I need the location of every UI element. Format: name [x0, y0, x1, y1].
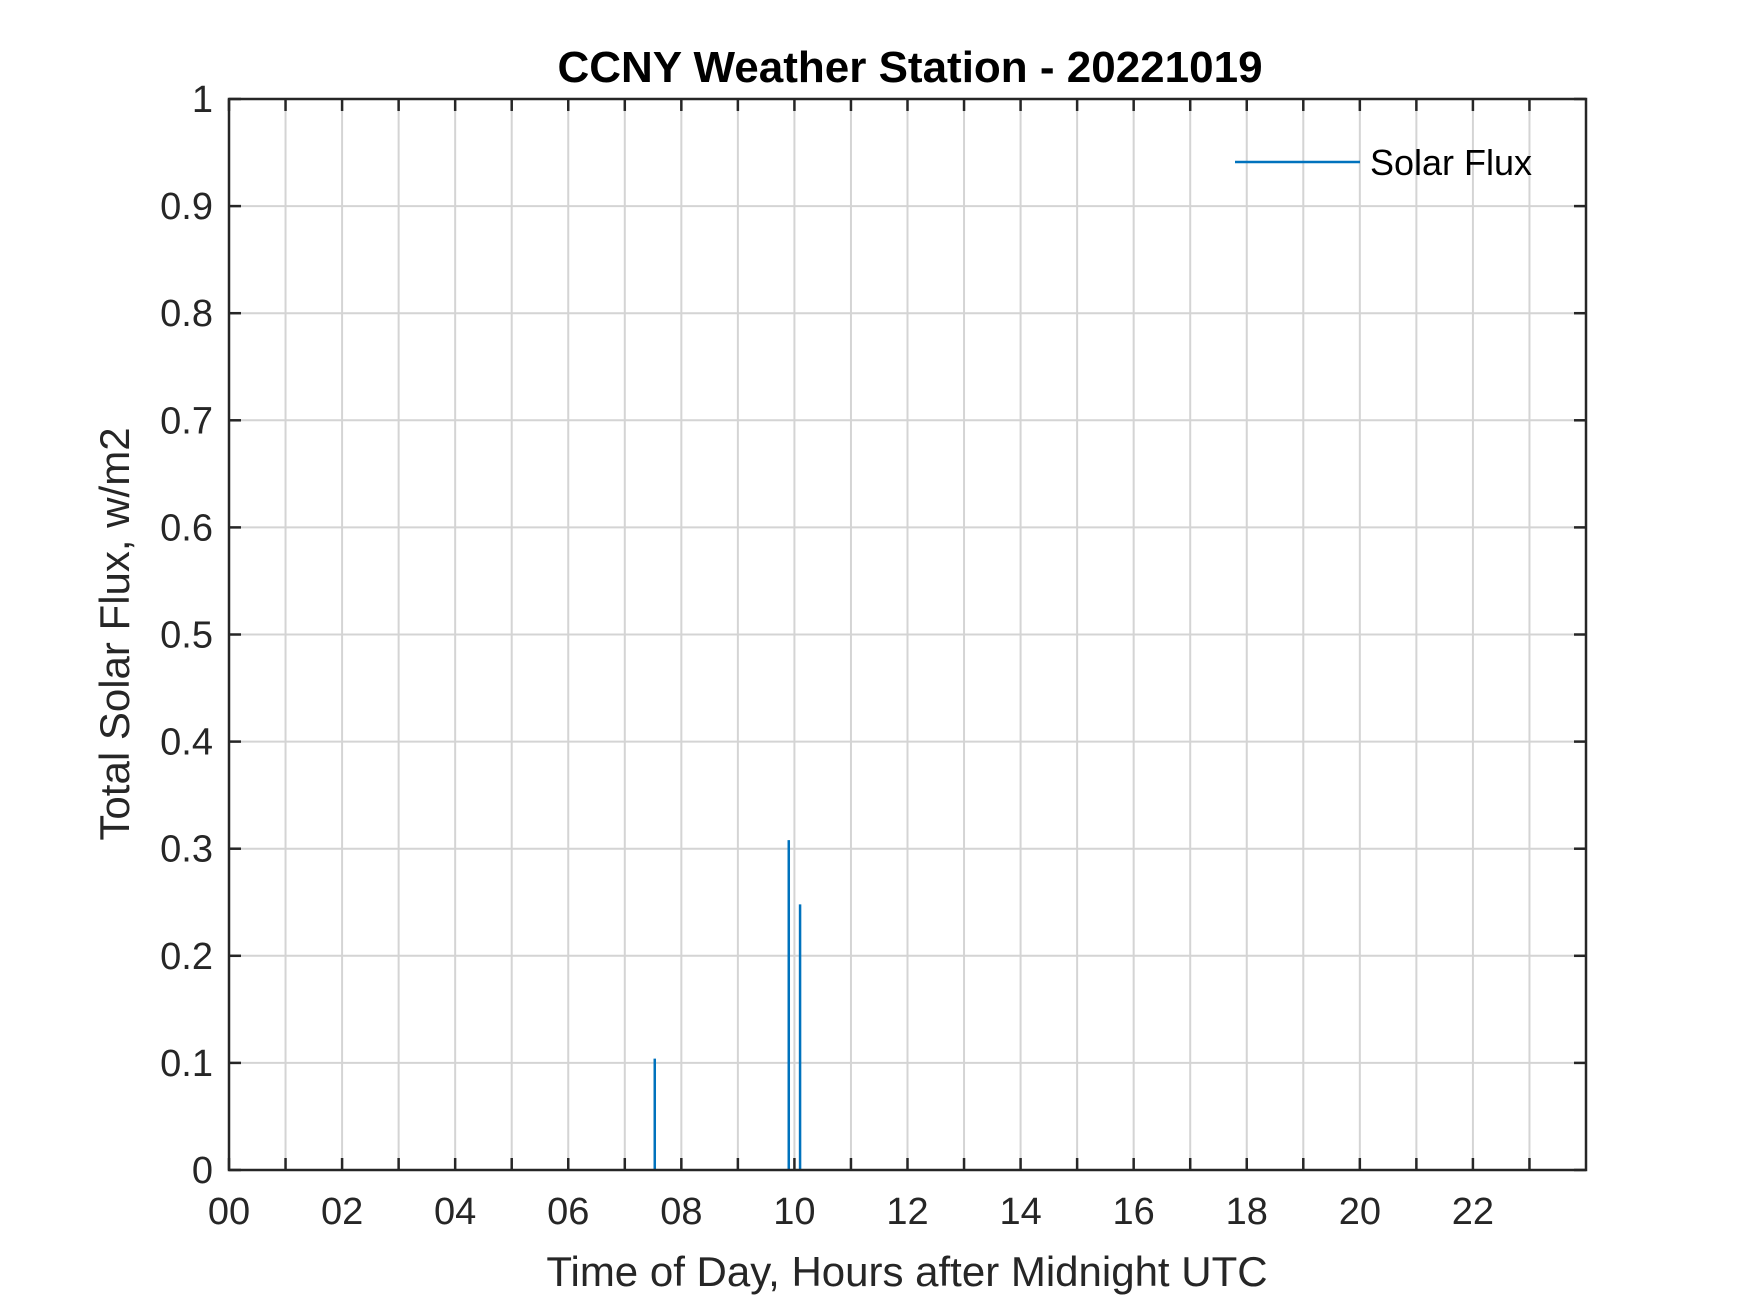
x-tick-label: 06 [547, 1191, 589, 1233]
x-tick-label: 12 [886, 1191, 928, 1233]
y-tick-label: 0.2 [160, 936, 213, 978]
x-tick-label: 08 [660, 1191, 702, 1233]
grid-lines [229, 99, 1586, 1170]
x-tick-label: 10 [773, 1191, 815, 1233]
x-tick-label: 00 [208, 1191, 250, 1233]
x-tick-label: 20 [1339, 1191, 1381, 1233]
x-tick-label: 22 [1452, 1191, 1494, 1233]
x-tick-label: 18 [1226, 1191, 1268, 1233]
y-tick-label: 0.9 [160, 186, 213, 228]
legend-label-solar-flux: Solar Flux [1370, 142, 1532, 183]
chart-title: CCNY Weather Station - 20221019 [557, 43, 1262, 92]
y-axis-label: Total Solar Flux, w/m2 [91, 427, 138, 840]
y-tick-label: 0.5 [160, 615, 213, 657]
x-tick-label: 02 [321, 1191, 363, 1233]
x-tick-label: 04 [434, 1191, 476, 1233]
x-tick-label: 16 [1113, 1191, 1155, 1233]
data-series [653, 840, 802, 1170]
y-tick-label: 0.1 [160, 1043, 213, 1085]
y-tick-label: 0.8 [160, 293, 213, 335]
legend: Solar Flux [1235, 142, 1532, 183]
x-tick-label: 14 [999, 1191, 1041, 1233]
y-tick-labels: 0 0.1 0.2 0.3 0.4 0.5 0.6 0.7 0.8 0.9 1 [160, 79, 213, 1192]
y-tick-label: 0.4 [160, 722, 213, 764]
y-tick-label: 0.3 [160, 829, 213, 871]
y-tick-label: 0.7 [160, 400, 213, 442]
axis-ticks [227, 97, 1586, 1172]
y-tick-label: 1 [192, 79, 213, 121]
x-axis-label: Time of Day, Hours after Midnight UTC [546, 1248, 1267, 1295]
y-tick-label: 0 [192, 1150, 213, 1192]
y-tick-label: 0.6 [160, 507, 213, 549]
x-tick-labels: 00 02 04 06 08 10 12 14 16 18 20 22 [208, 1191, 1494, 1233]
